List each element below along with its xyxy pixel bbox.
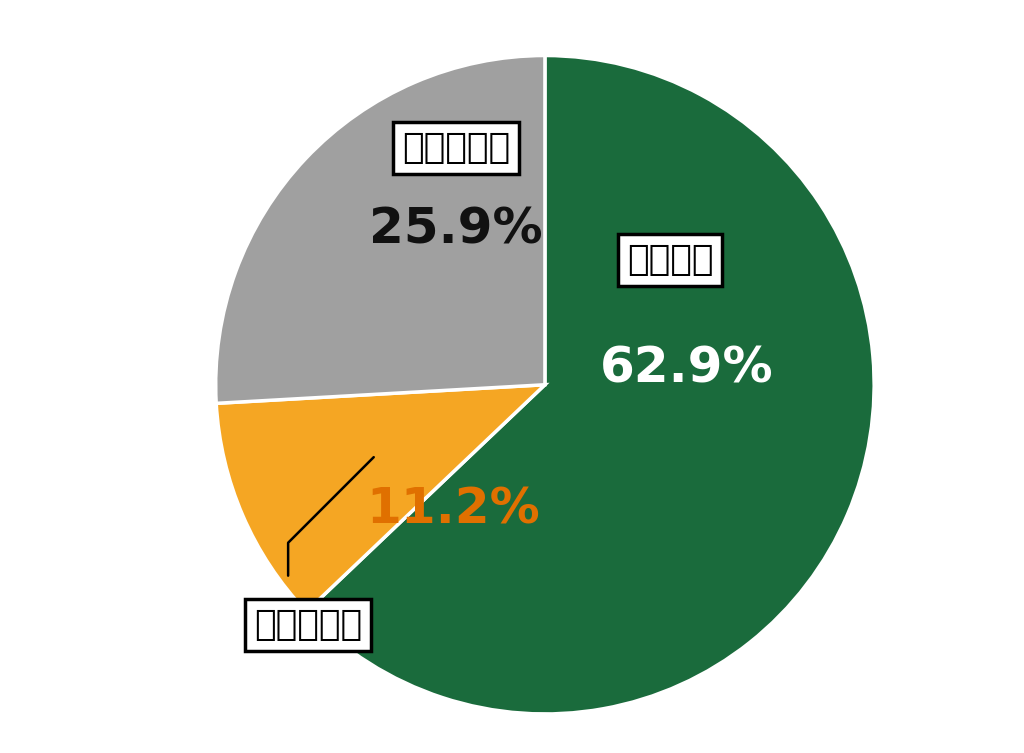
Wedge shape (216, 56, 545, 404)
Text: わからない: わからない (402, 131, 510, 165)
Text: 期待する: 期待する (627, 242, 714, 276)
Text: 62.9%: 62.9% (600, 344, 773, 392)
Text: 11.2%: 11.2% (366, 486, 540, 534)
Wedge shape (306, 56, 874, 714)
Text: 25.9%: 25.9% (370, 206, 543, 254)
Text: 期待しない: 期待しない (254, 608, 361, 642)
Wedge shape (216, 385, 545, 611)
